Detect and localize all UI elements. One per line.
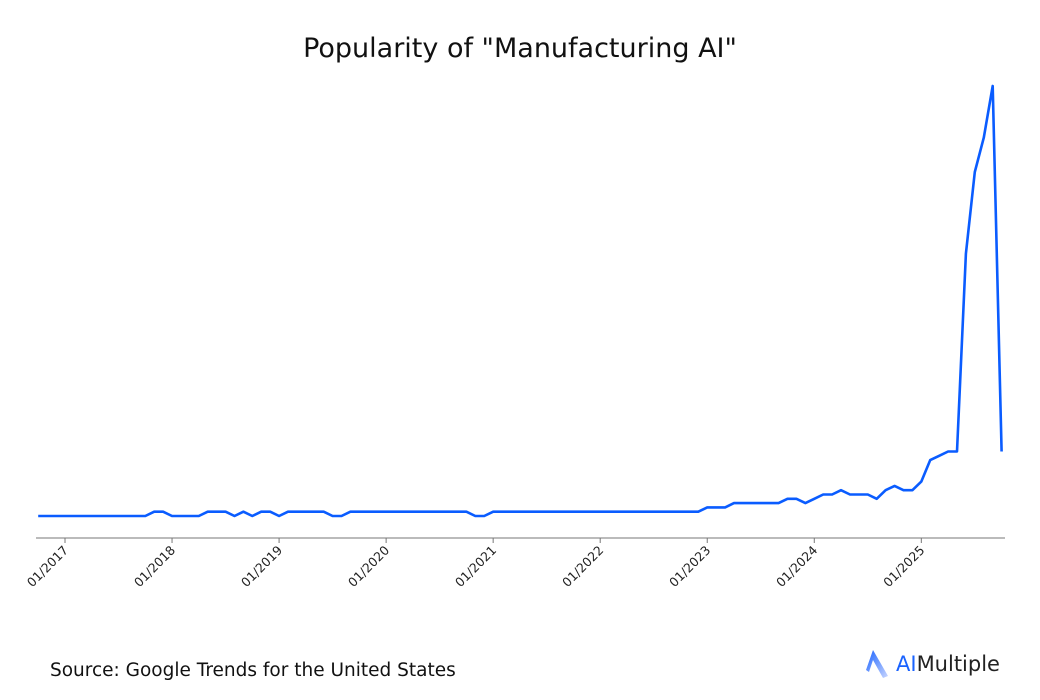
x-tick-label: 01/2022 (559, 543, 606, 590)
logo-multiple-text: Multiple (916, 652, 1000, 676)
x-tick-label: 01/2020 (345, 542, 392, 589)
chart-title: Popularity of "Manufacturing AI" (303, 33, 737, 64)
x-tick-label: 01/2017 (24, 543, 71, 590)
logo-mark-icon (866, 650, 888, 678)
series-line (38, 84, 1003, 518)
x-tick-label: 01/2021 (452, 543, 499, 590)
logo-ai-text: AI (896, 652, 917, 676)
x-tick-label: 01/2025 (880, 543, 927, 590)
x-tick-label: 01/2023 (666, 543, 713, 590)
x-tick-label: 01/2018 (131, 542, 178, 589)
aimultiple-logo: AIMultiple (864, 648, 1000, 680)
source-note: Source: Google Trends for the United Sta… (50, 660, 456, 681)
x-tick-label: 01/2024 (773, 542, 820, 589)
x-tick-label: 01/2019 (238, 542, 285, 589)
